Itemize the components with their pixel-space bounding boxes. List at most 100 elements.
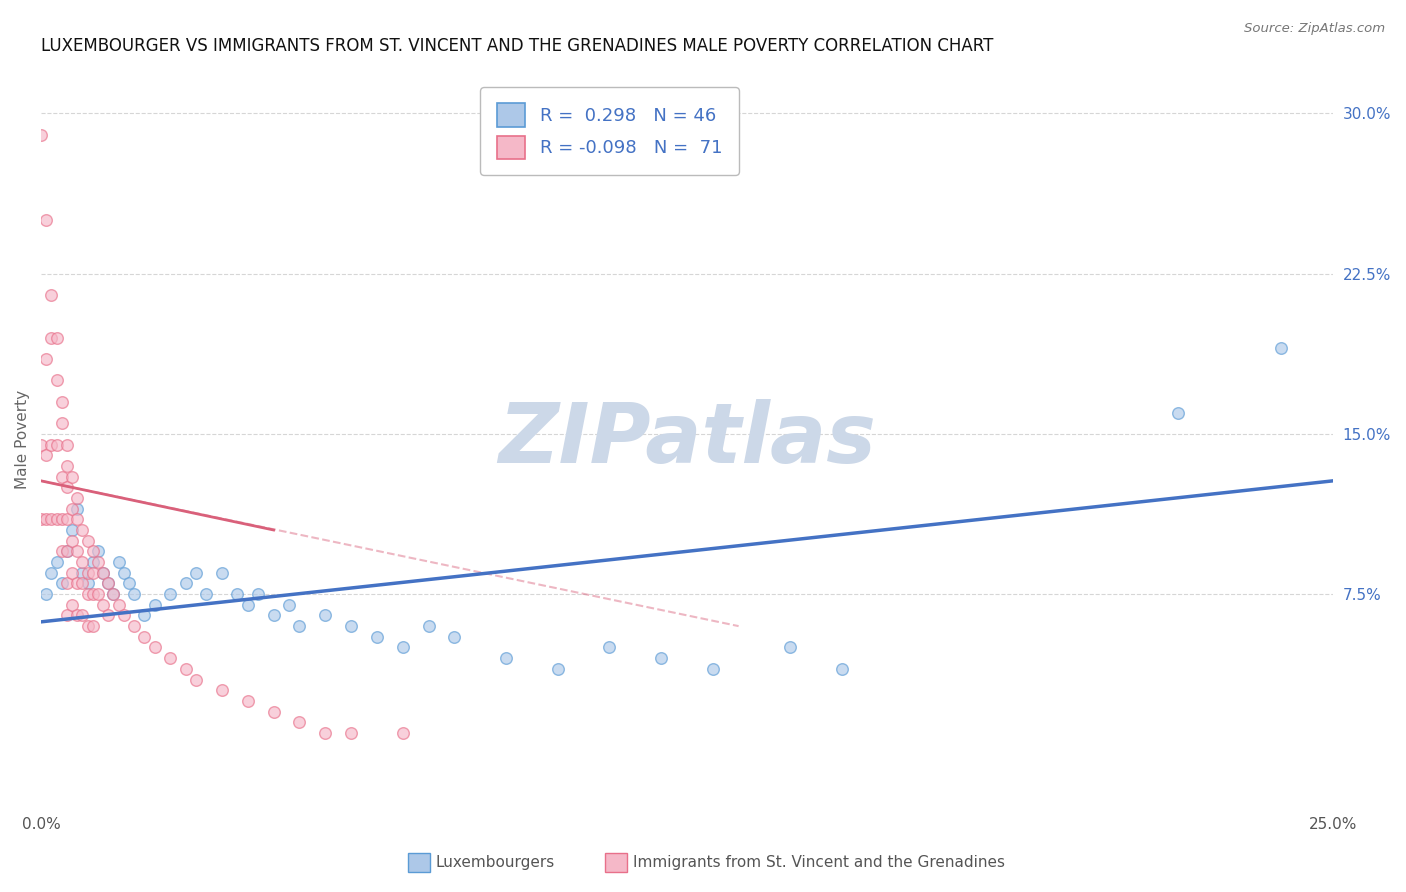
Point	[134, 608, 156, 623]
Point	[87, 587, 110, 601]
Point	[598, 640, 620, 655]
Point	[87, 555, 110, 569]
Point	[112, 608, 135, 623]
Point	[143, 640, 166, 655]
Point	[76, 619, 98, 633]
Point	[72, 555, 94, 569]
Point	[45, 555, 67, 569]
Point	[650, 651, 672, 665]
Point	[45, 331, 67, 345]
Point	[418, 619, 440, 633]
Point	[103, 587, 125, 601]
Point	[60, 566, 83, 580]
Point	[56, 608, 79, 623]
Point	[56, 544, 79, 558]
Point	[60, 523, 83, 537]
Point	[91, 598, 114, 612]
Point	[263, 705, 285, 719]
Point	[51, 394, 73, 409]
Point	[288, 619, 311, 633]
Point	[35, 352, 58, 367]
Legend: R =  0.298   N = 46, R = -0.098   N =  71: R = 0.298 N = 46, R = -0.098 N = 71	[481, 87, 738, 175]
Point	[76, 587, 98, 601]
Point	[118, 576, 141, 591]
Point	[91, 566, 114, 580]
Point	[236, 694, 259, 708]
Point	[66, 608, 89, 623]
Point	[66, 576, 89, 591]
Point	[35, 448, 58, 462]
Point	[30, 512, 52, 526]
Point	[340, 619, 363, 633]
Point	[195, 587, 218, 601]
Point	[35, 512, 58, 526]
Point	[82, 619, 104, 633]
Point	[56, 458, 79, 473]
Point	[184, 673, 207, 687]
Point	[41, 512, 63, 526]
Point	[56, 480, 79, 494]
Point	[35, 587, 58, 601]
Point	[82, 555, 104, 569]
Point	[278, 598, 301, 612]
Point	[51, 544, 73, 558]
Point	[91, 566, 114, 580]
Point	[82, 544, 104, 558]
Point	[56, 544, 79, 558]
Point	[366, 630, 388, 644]
Point	[41, 331, 63, 345]
Point	[72, 608, 94, 623]
Point	[184, 566, 207, 580]
Point	[97, 576, 120, 591]
Point	[443, 630, 465, 644]
Point	[41, 566, 63, 580]
Text: Source: ZipAtlas.com: Source: ZipAtlas.com	[1244, 22, 1385, 36]
Point	[66, 501, 89, 516]
Text: Immigrants from St. Vincent and the Grenadines: Immigrants from St. Vincent and the Gren…	[633, 855, 1005, 870]
Point	[56, 576, 79, 591]
Point	[314, 608, 336, 623]
Point	[51, 469, 73, 483]
Point	[495, 651, 517, 665]
Point	[143, 598, 166, 612]
Text: ZIPatlas: ZIPatlas	[498, 399, 876, 480]
Point	[45, 374, 67, 388]
Point	[211, 683, 233, 698]
Point	[87, 544, 110, 558]
Point	[314, 726, 336, 740]
Point	[159, 587, 181, 601]
Point	[174, 576, 197, 591]
Point	[41, 288, 63, 302]
Point	[263, 608, 285, 623]
Point	[51, 512, 73, 526]
Point	[1167, 405, 1189, 419]
Point	[831, 662, 853, 676]
Point	[391, 726, 413, 740]
Point	[174, 662, 197, 676]
Point	[51, 576, 73, 591]
Point	[97, 608, 120, 623]
Point	[134, 630, 156, 644]
Point	[72, 576, 94, 591]
Point	[60, 533, 83, 548]
Point	[76, 566, 98, 580]
Point	[779, 640, 801, 655]
Point	[247, 587, 270, 601]
Point	[72, 523, 94, 537]
Point	[35, 213, 58, 227]
Point	[122, 587, 145, 601]
Point	[112, 566, 135, 580]
Point	[30, 437, 52, 451]
Point	[66, 491, 89, 505]
Point	[41, 437, 63, 451]
Point	[702, 662, 724, 676]
Point	[97, 576, 120, 591]
Point	[211, 566, 233, 580]
Point	[45, 512, 67, 526]
Point	[60, 598, 83, 612]
Point	[236, 598, 259, 612]
Point	[1270, 342, 1292, 356]
Point	[56, 437, 79, 451]
Point	[107, 598, 129, 612]
Point	[288, 715, 311, 730]
